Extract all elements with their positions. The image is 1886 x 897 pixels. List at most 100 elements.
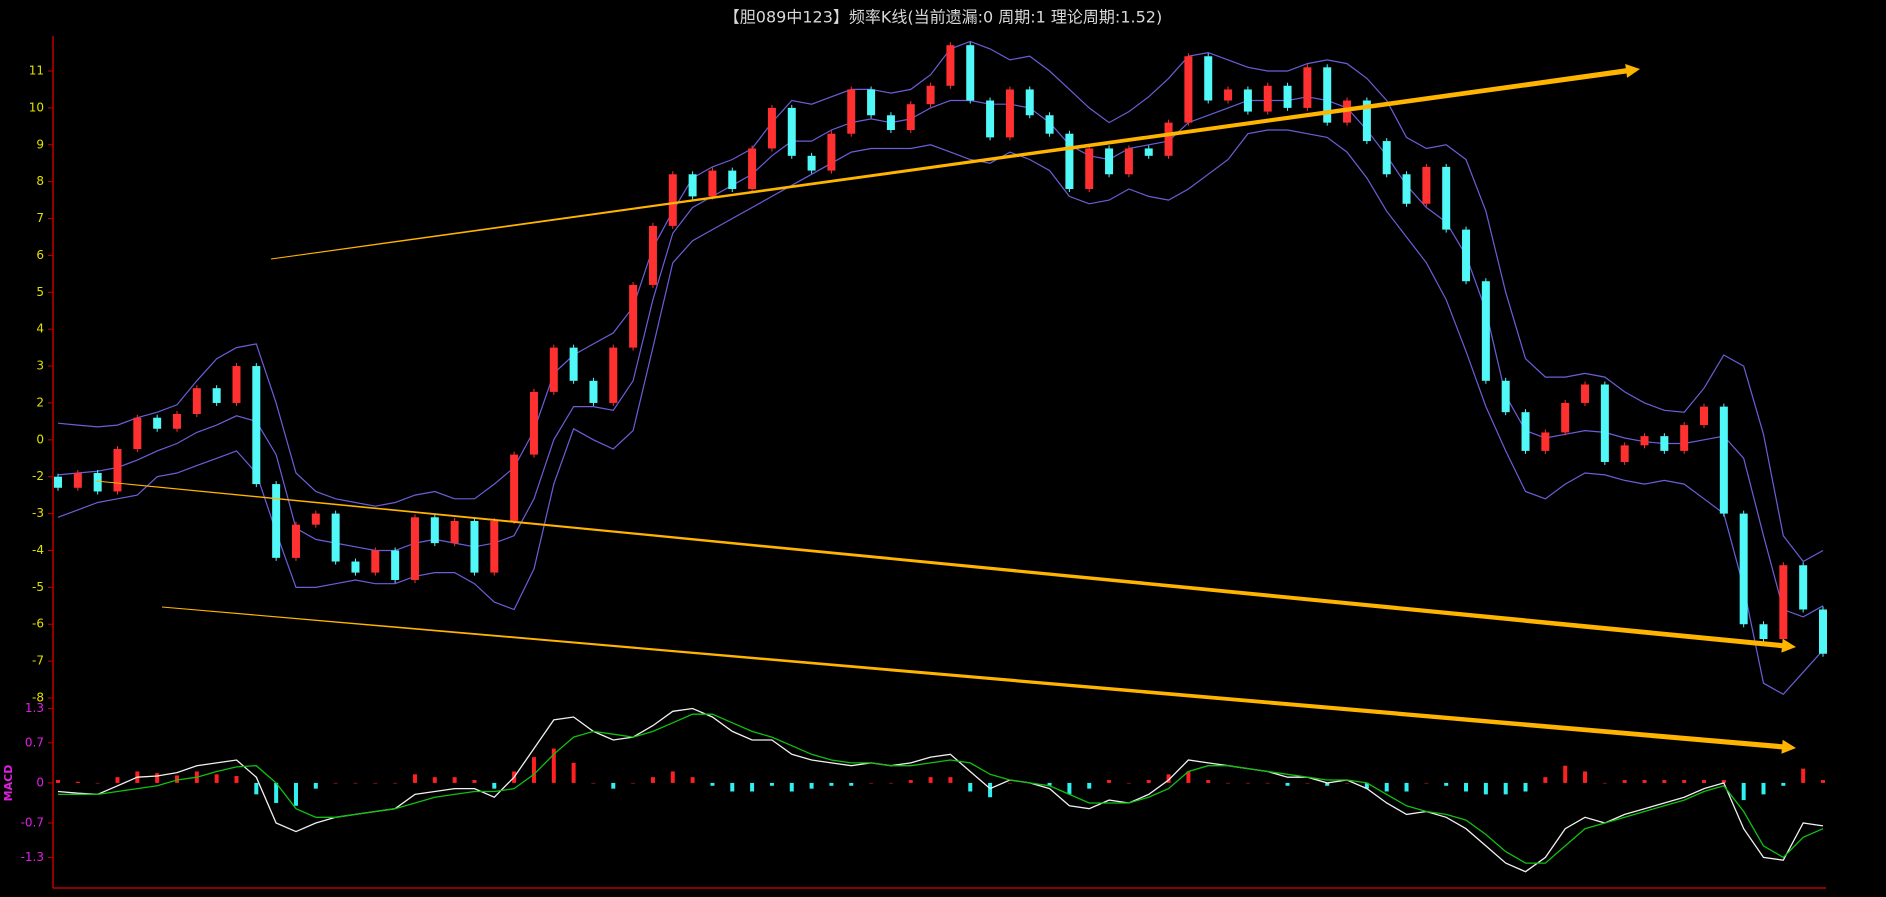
macd-bar xyxy=(432,777,437,783)
candle xyxy=(1422,166,1431,204)
candle xyxy=(1362,100,1371,142)
macd-bar xyxy=(809,782,814,789)
macd-bar xyxy=(968,782,973,792)
candle xyxy=(1680,425,1689,451)
candle xyxy=(351,561,360,573)
macd-bar xyxy=(293,782,298,806)
y-tick-label: 11 xyxy=(29,64,44,78)
macd-bar xyxy=(1325,782,1330,786)
macd-bar xyxy=(948,777,953,783)
candle xyxy=(867,89,876,116)
macd-bar xyxy=(1245,782,1250,784)
y-tick-label: -4 xyxy=(32,543,44,557)
macd-bar xyxy=(174,775,179,783)
macd-line xyxy=(58,713,1824,864)
candle xyxy=(986,100,995,138)
candle xyxy=(1759,624,1768,639)
macd-bar xyxy=(730,782,735,792)
macd-bar xyxy=(234,776,239,783)
macd-bar xyxy=(908,780,913,783)
y-tick-label: 10 xyxy=(29,100,44,114)
trend-arrow xyxy=(270,64,1640,260)
candle xyxy=(1025,89,1034,116)
macd-bar xyxy=(670,771,675,783)
y-tick-label: -3 xyxy=(32,506,44,520)
candle xyxy=(847,89,856,134)
candle xyxy=(1541,432,1550,451)
y-tick-label: 7 xyxy=(36,211,44,225)
macd-bar xyxy=(1384,782,1389,792)
candle xyxy=(787,107,796,156)
y-tick-label: -7 xyxy=(32,654,44,668)
macd-bar xyxy=(1682,780,1687,783)
candle xyxy=(1700,406,1709,426)
macd-bar xyxy=(1087,782,1092,789)
candle xyxy=(272,484,281,558)
candle xyxy=(1462,229,1471,282)
candle xyxy=(807,155,816,171)
candle xyxy=(1719,406,1728,514)
macd-bar xyxy=(571,762,576,783)
y-tick-label: 5 xyxy=(36,285,44,299)
macd-bar xyxy=(472,780,477,783)
candle xyxy=(93,473,102,492)
macd-bar xyxy=(1523,782,1528,792)
candle xyxy=(1739,513,1748,625)
macd-bar xyxy=(333,782,338,784)
candle xyxy=(510,454,519,521)
macd-bar xyxy=(1186,771,1191,783)
candle xyxy=(1124,148,1133,175)
candle xyxy=(1085,148,1094,190)
candle xyxy=(1402,174,1411,204)
candle xyxy=(906,104,915,131)
macd-bar xyxy=(650,777,655,783)
candle xyxy=(410,517,419,580)
macd-bar xyxy=(492,782,497,789)
y-tick-label: 8 xyxy=(36,174,44,188)
macd-bar xyxy=(1622,780,1627,783)
macd-bar xyxy=(1126,782,1131,784)
candle xyxy=(133,417,142,450)
y-tick-label: -0.7 xyxy=(21,816,44,830)
candle xyxy=(232,366,241,403)
macd-bar xyxy=(1741,782,1746,801)
candle xyxy=(1224,89,1233,101)
y-tick-label: -8 xyxy=(32,691,44,705)
macd-bar xyxy=(1721,780,1726,783)
y-tick-label: -1.3 xyxy=(21,850,44,864)
candle xyxy=(549,347,558,392)
candle xyxy=(886,115,895,131)
trend-arrows xyxy=(96,64,1796,754)
candle xyxy=(430,517,439,544)
candle xyxy=(1105,148,1114,175)
candle xyxy=(450,520,459,544)
macd-bar xyxy=(710,782,715,786)
macd-bar xyxy=(1642,780,1647,783)
band-line xyxy=(57,129,1824,696)
macd-bar xyxy=(789,782,794,792)
candle xyxy=(1600,384,1609,462)
macd-bar xyxy=(829,782,834,786)
macd-bar xyxy=(1702,780,1707,783)
y-tick-label: 3 xyxy=(36,359,44,373)
macd-bar xyxy=(1801,768,1806,783)
y-tick-label: -6 xyxy=(32,617,44,631)
macd-bar xyxy=(1146,780,1151,783)
candle xyxy=(1263,85,1272,112)
candle xyxy=(648,225,657,285)
candle xyxy=(629,284,638,348)
candle xyxy=(748,148,757,190)
candle xyxy=(1382,141,1391,175)
trend-arrow xyxy=(96,480,1796,653)
candle xyxy=(728,170,737,190)
macd-bar xyxy=(1345,782,1350,784)
macd-bar xyxy=(531,757,536,783)
candle xyxy=(1660,436,1669,451)
chart-title: 【胆089中123】频率K线(当前遗漏:0 周期:1 理论周期:1.52) xyxy=(724,8,1162,27)
macd-bar xyxy=(393,782,398,784)
macd-bar xyxy=(1662,780,1667,783)
macd-bar xyxy=(274,782,279,803)
candle xyxy=(1620,445,1629,462)
candle xyxy=(1045,115,1054,134)
macd-bar xyxy=(551,748,556,783)
